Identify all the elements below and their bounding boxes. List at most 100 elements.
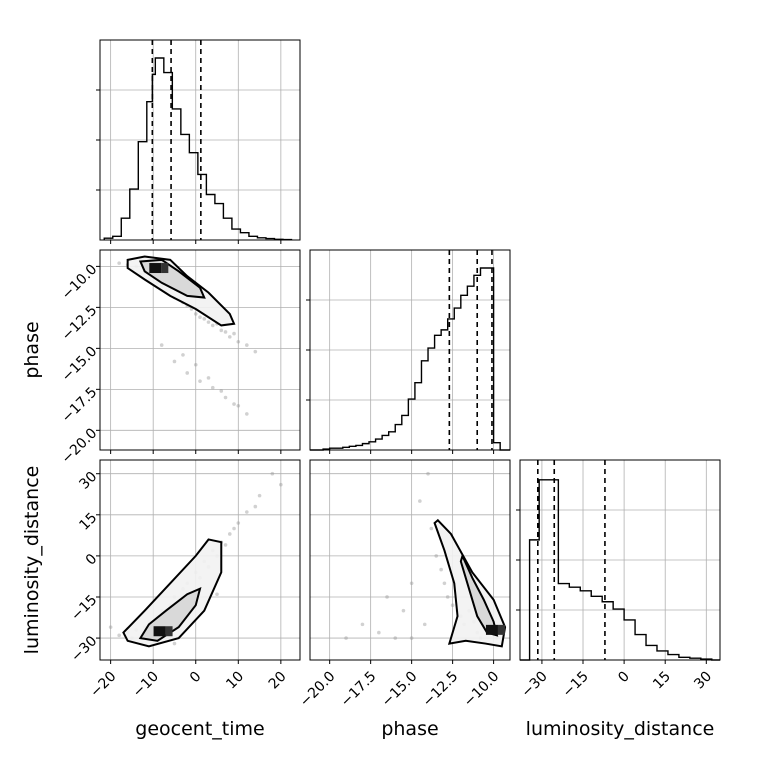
histogram-geocent_time bbox=[96, 39, 301, 244]
panel-frame bbox=[519, 459, 721, 661]
scatter-point bbox=[257, 493, 262, 498]
scatter-point bbox=[422, 622, 427, 627]
ytick-label-luminosity_distance: −15 bbox=[68, 592, 100, 624]
scatter-point bbox=[429, 526, 434, 531]
xtick-label-phase: −15.0 bbox=[379, 669, 421, 711]
histogram-phase bbox=[306, 249, 511, 454]
scatter-point bbox=[219, 389, 224, 393]
scatter-point bbox=[409, 581, 414, 586]
scatter-point bbox=[198, 379, 202, 383]
xtick-label-phase: −20.0 bbox=[297, 669, 339, 711]
scatter-point bbox=[159, 343, 164, 347]
scatter-point bbox=[232, 331, 236, 336]
scatter-point bbox=[198, 315, 202, 320]
scatter-point bbox=[108, 625, 113, 629]
scatter-panel-geocent_time-vs-luminosity_distance bbox=[96, 459, 301, 664]
histogram-step bbox=[310, 267, 510, 451]
scatter-point bbox=[193, 362, 198, 367]
ytick-label-phase: −15.0 bbox=[59, 343, 101, 385]
scatter-point bbox=[202, 317, 207, 321]
scatter-point bbox=[227, 335, 232, 339]
scatter-point bbox=[270, 471, 275, 476]
xlabel-luminosity-distance: luminosity_distance bbox=[526, 718, 715, 740]
xlabel-phase: phase bbox=[381, 718, 438, 740]
panel-frame bbox=[99, 249, 301, 451]
scatter-point bbox=[377, 630, 381, 635]
scatter-panel-geocent_time-vs-phase bbox=[96, 249, 301, 454]
xtick-label-geocent_time: 20 bbox=[266, 669, 290, 693]
ytick-label-phase: −17.5 bbox=[59, 384, 101, 426]
scatter-point bbox=[185, 371, 190, 375]
ytick-label-phase: −12.5 bbox=[59, 302, 101, 344]
ytick-label-luminosity_distance: −30 bbox=[68, 633, 100, 665]
density-core-adjacent bbox=[497, 624, 505, 635]
panel-frame bbox=[99, 39, 301, 241]
ylabel-luminosity-distance: luminosity_distance bbox=[21, 466, 43, 655]
panel-frame bbox=[99, 459, 301, 661]
contour-outer bbox=[122, 538, 223, 648]
scatter-point bbox=[210, 323, 215, 328]
scatter-point bbox=[172, 641, 177, 646]
scatter-point bbox=[245, 343, 249, 347]
scatter-point bbox=[232, 402, 236, 406]
ytick-label-luminosity_distance: 0 bbox=[83, 551, 101, 569]
scatter-point bbox=[206, 376, 211, 380]
scatter-point bbox=[344, 636, 348, 640]
scatter-point bbox=[117, 633, 121, 638]
histogram-luminosity_distance bbox=[516, 459, 721, 664]
scatter-point bbox=[117, 261, 121, 265]
scatter-point bbox=[279, 482, 283, 487]
xtick-label-phase: −17.5 bbox=[338, 669, 380, 711]
scatter-point bbox=[215, 592, 219, 597]
histogram-step bbox=[103, 57, 293, 241]
scatter-point bbox=[236, 521, 241, 525]
scatter-point bbox=[360, 622, 365, 627]
histogram-step bbox=[520, 479, 720, 661]
scatter-point bbox=[210, 385, 215, 390]
xtick-label-luminosity_distance: 15 bbox=[650, 669, 674, 693]
xtick-label-geocent_time: −20 bbox=[87, 669, 119, 701]
scatter-point bbox=[253, 349, 258, 354]
scatter-point bbox=[426, 471, 430, 476]
scatter-point bbox=[223, 543, 228, 547]
scatter-point bbox=[245, 412, 249, 416]
ytick-label-phase: −10.0 bbox=[59, 261, 101, 303]
scatter-point bbox=[223, 330, 228, 334]
xtick-label-phase: −12.5 bbox=[420, 669, 462, 711]
scatter-point bbox=[193, 312, 198, 316]
xtick-label-phase: −10.0 bbox=[461, 669, 503, 711]
xtick-label-luminosity_distance: 30 bbox=[691, 669, 715, 693]
axis-labels: geocent_time phase luminosity_distance p… bbox=[21, 321, 714, 740]
scatter-point bbox=[223, 395, 228, 400]
scatter-point bbox=[445, 595, 450, 599]
scatter-point bbox=[227, 532, 232, 536]
scatter-point bbox=[439, 567, 443, 572]
xtick-label-luminosity_distance: 0 bbox=[615, 669, 633, 687]
scatter-point bbox=[206, 320, 211, 324]
scatter-point bbox=[450, 603, 455, 608]
corner-plot-panels: −20 −10 0 10 20 −20.0 −17.5 −15.0 −12.5 −10.0 −30−… bbox=[59, 39, 721, 711]
scatter-point bbox=[418, 499, 422, 503]
scatter-point bbox=[434, 554, 439, 558]
density-core bbox=[153, 626, 166, 637]
panel-frame bbox=[309, 459, 511, 661]
scatter-point bbox=[409, 636, 414, 640]
ytick-label-luminosity_distance: 15 bbox=[76, 510, 100, 534]
scatter-panel-phase-vs-luminosity_distance bbox=[309, 459, 511, 664]
scatter-point bbox=[393, 636, 398, 640]
density-core bbox=[149, 263, 162, 274]
xtick-label-luminosity_distance: −30 bbox=[519, 669, 551, 701]
scatter-point bbox=[181, 353, 185, 357]
panel-frame bbox=[309, 249, 511, 451]
ylabel-phase: phase bbox=[21, 321, 43, 378]
xtick-label-geocent_time: 10 bbox=[223, 669, 247, 693]
scatter-point bbox=[236, 403, 241, 408]
scatter-point bbox=[232, 526, 236, 531]
xtick-label-geocent_time: −10 bbox=[130, 669, 162, 701]
density-core bbox=[485, 624, 498, 635]
xtick-label-luminosity_distance: −15 bbox=[560, 669, 592, 701]
xtick-label-geocent_time: 0 bbox=[187, 669, 205, 687]
ytick-label-luminosity_distance: 30 bbox=[76, 469, 100, 493]
scatter-point bbox=[245, 510, 249, 514]
